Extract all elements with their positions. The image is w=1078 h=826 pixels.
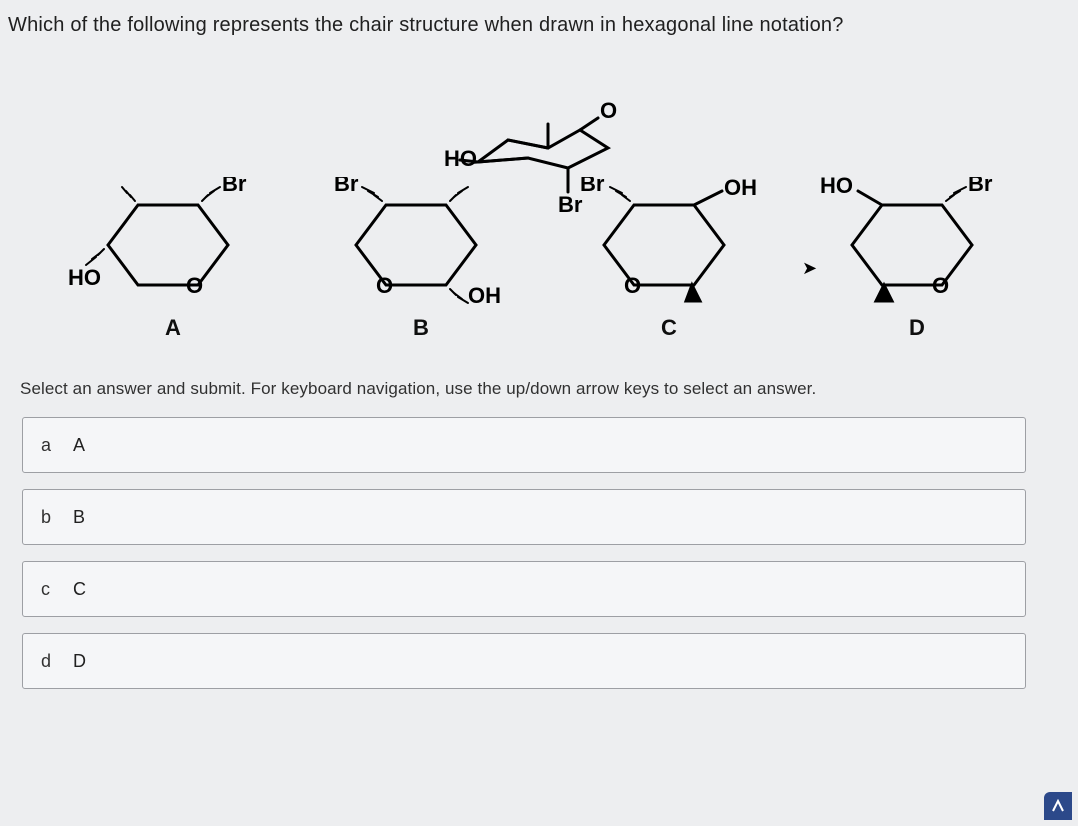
cursor-icon: ➤ — [802, 258, 817, 279]
option-key: c — [41, 579, 73, 600]
atom-br: Br — [334, 177, 359, 196]
atom-o: O — [376, 273, 393, 298]
option-key: a — [41, 435, 73, 456]
option-b[interactable]: b B — [22, 489, 1026, 545]
structure-label-c: C — [564, 315, 774, 341]
structure-label-d: D — [812, 315, 1022, 341]
option-value: A — [73, 435, 85, 456]
option-value: C — [73, 579, 86, 600]
atom-oh: OH — [724, 177, 757, 200]
atom-oh: OH — [468, 283, 501, 308]
option-value: D — [73, 651, 86, 672]
option-c[interactable]: c C — [22, 561, 1026, 617]
structure-a: Br O HO A — [68, 187, 278, 341]
answer-options: a A b B c C d D — [8, 417, 1062, 689]
atom-o: O — [600, 98, 617, 123]
option-key: b — [41, 507, 73, 528]
instruction-text: Select an answer and submit. For keyboar… — [20, 379, 1062, 399]
reference-structure: HO O Br — [440, 90, 640, 220]
structure-label-b: B — [316, 315, 526, 341]
atom-o: O — [186, 273, 203, 298]
atom-br: Br — [222, 177, 247, 196]
atom-br: Br — [968, 177, 993, 196]
option-d[interactable]: d D — [22, 633, 1026, 689]
atom-o: O — [932, 273, 949, 298]
atom-o: O — [624, 273, 641, 298]
option-a[interactable]: a A — [22, 417, 1026, 473]
help-badge-icon[interactable] — [1044, 792, 1072, 820]
atom-ho: HO — [820, 177, 853, 198]
option-key: d — [41, 651, 73, 672]
atom-ho: HO — [68, 265, 101, 290]
question-text: Which of the following represents the ch… — [8, 14, 1062, 37]
structure-label-a: A — [68, 315, 278, 341]
option-value: B — [73, 507, 85, 528]
structure-d: HO Br O D — [812, 187, 1022, 341]
atom-ho: HO — [444, 146, 477, 171]
atom-br: Br — [558, 192, 583, 217]
